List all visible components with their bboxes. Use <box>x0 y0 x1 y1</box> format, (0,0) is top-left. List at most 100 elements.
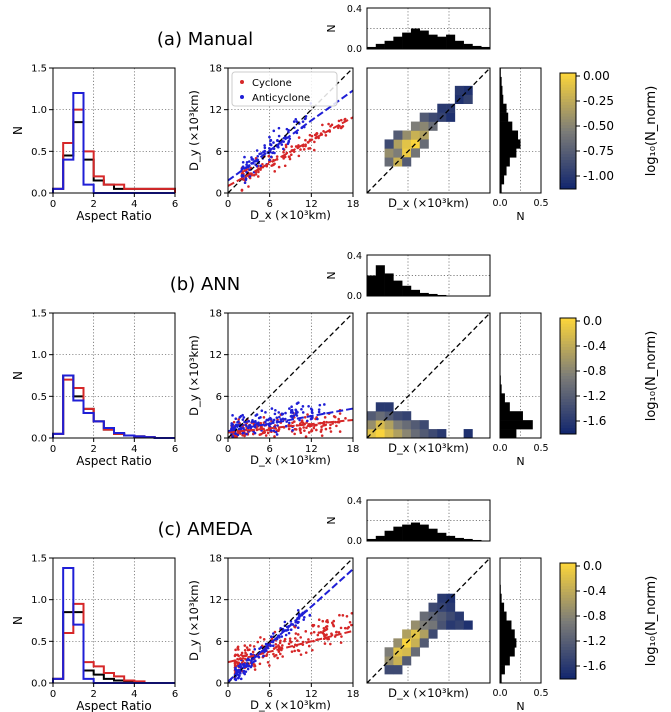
scatter-point <box>283 164 287 168</box>
y-axis-label: N <box>325 24 338 32</box>
colorbar-tick-label: 0.0 <box>583 559 602 573</box>
y-tick-label: 12 <box>209 350 222 361</box>
scatter-point <box>284 417 287 421</box>
scatter-point <box>312 630 316 634</box>
colorbar-step <box>560 577 576 581</box>
colorbar-step <box>560 373 576 377</box>
heatmap-cell <box>446 602 456 612</box>
scatter-point <box>272 418 276 422</box>
x-axis-label: Aspect Ratio <box>76 454 151 468</box>
colorbar-step <box>560 160 576 164</box>
scatter-point <box>242 416 246 419</box>
row-1: (b) ANN 0 2 4 6 0.0 0.5 1.0 1.5 Aspect Ratio N 0 6 12… <box>11 251 659 468</box>
colorbar-step <box>560 370 576 374</box>
colorbar-step <box>560 320 576 325</box>
heatmap-cell <box>428 602 438 612</box>
scatter-point <box>257 655 261 659</box>
marginal-histogram-top: 0.4 0.0 N <box>325 4 491 55</box>
colorbar-step <box>560 650 576 654</box>
scatter-point <box>295 414 299 417</box>
x-axis-label: D_x (×10³km) <box>388 196 469 210</box>
scatter-point <box>252 173 256 177</box>
scatter-point <box>237 420 240 423</box>
heatmap-cell <box>393 656 403 666</box>
colorbar-tick-label: -1.2 <box>583 389 606 403</box>
x-tick-label: 18 <box>347 689 360 700</box>
scatter-point <box>288 137 292 140</box>
panel-title: (b) ANN <box>170 274 240 295</box>
scatter-point <box>248 175 252 178</box>
scatter-point <box>325 633 328 636</box>
scatter-point <box>294 624 298 627</box>
scatter-point <box>294 632 298 635</box>
scatter-plot: Cyclone Anticyclone 0 6 12 18 0 6 12 18 D_x (×10³k… <box>187 64 359 223</box>
scatter-point <box>296 608 300 612</box>
scatter-point <box>287 141 290 144</box>
scatter-point <box>301 405 305 408</box>
scatter-point <box>339 626 343 630</box>
scatter-point <box>236 676 240 680</box>
axes-frame <box>366 499 491 542</box>
scatter-point <box>254 420 257 423</box>
scatter-point <box>299 636 302 639</box>
scatter-point <box>323 416 327 419</box>
marginal-bar <box>446 34 456 49</box>
colorbar-step <box>560 422 576 426</box>
scatter-point <box>296 626 300 630</box>
scatter-point <box>284 633 288 637</box>
colorbar-step <box>560 358 576 362</box>
scatter-point <box>301 120 305 123</box>
scatter-point <box>274 408 277 412</box>
scatter-point <box>291 429 294 432</box>
scatter-point <box>317 631 321 634</box>
marginal-bar <box>500 121 513 131</box>
scatter-point <box>321 631 325 635</box>
x-tick-label: 0.5 <box>533 443 548 454</box>
density-heatmap: D_x (×10³km) <box>366 67 491 210</box>
scatter-point <box>278 415 281 419</box>
scatter-point <box>233 654 237 658</box>
heatmap-cell <box>402 420 412 430</box>
scatter-point <box>316 633 320 637</box>
scatter-point <box>325 420 328 424</box>
scatter-point <box>293 427 297 431</box>
x-axis-label: D_x (×10³km) <box>250 453 331 467</box>
scatter-point <box>344 417 347 420</box>
heatmap-cell <box>384 402 394 412</box>
scatter-point <box>319 430 323 433</box>
colorbar-step <box>560 338 576 342</box>
x-tick-label: 0.0 <box>492 443 507 454</box>
scatter-point <box>348 620 352 624</box>
scatter-point <box>275 416 279 420</box>
heatmap-cell <box>410 620 421 630</box>
colorbar-tick-label: 0.00 <box>583 69 610 83</box>
colorbar-step <box>560 186 576 190</box>
x-tick-label: 18 <box>347 199 360 210</box>
scatter-point <box>234 677 237 681</box>
axes-frame <box>499 312 542 439</box>
colorbar-step <box>560 171 576 175</box>
marginal-bar <box>402 32 412 49</box>
colorbar-step <box>560 116 576 120</box>
marginal-bar <box>500 629 515 639</box>
scatter-point <box>320 428 323 431</box>
x-tick-label: 12 <box>305 444 318 455</box>
marginal-bar <box>419 524 429 541</box>
scatter-point <box>259 164 262 168</box>
colorbar-step <box>560 376 576 380</box>
marginal-bar <box>384 530 394 541</box>
scatter-point <box>269 155 273 159</box>
scatter-point <box>264 420 267 424</box>
colorbar-tick-label: -0.8 <box>583 364 606 378</box>
scatter-point <box>304 630 308 633</box>
colorbar-step <box>560 367 576 371</box>
x-tick-label: 6 <box>266 199 272 210</box>
scatter-point <box>255 149 259 152</box>
heatmap-cell <box>384 429 394 439</box>
heatmap-cell <box>446 112 456 122</box>
colorbar-step <box>560 90 576 94</box>
heatmap-cell <box>410 420 421 430</box>
scatter-point <box>245 160 249 164</box>
scatter-point <box>231 414 234 417</box>
